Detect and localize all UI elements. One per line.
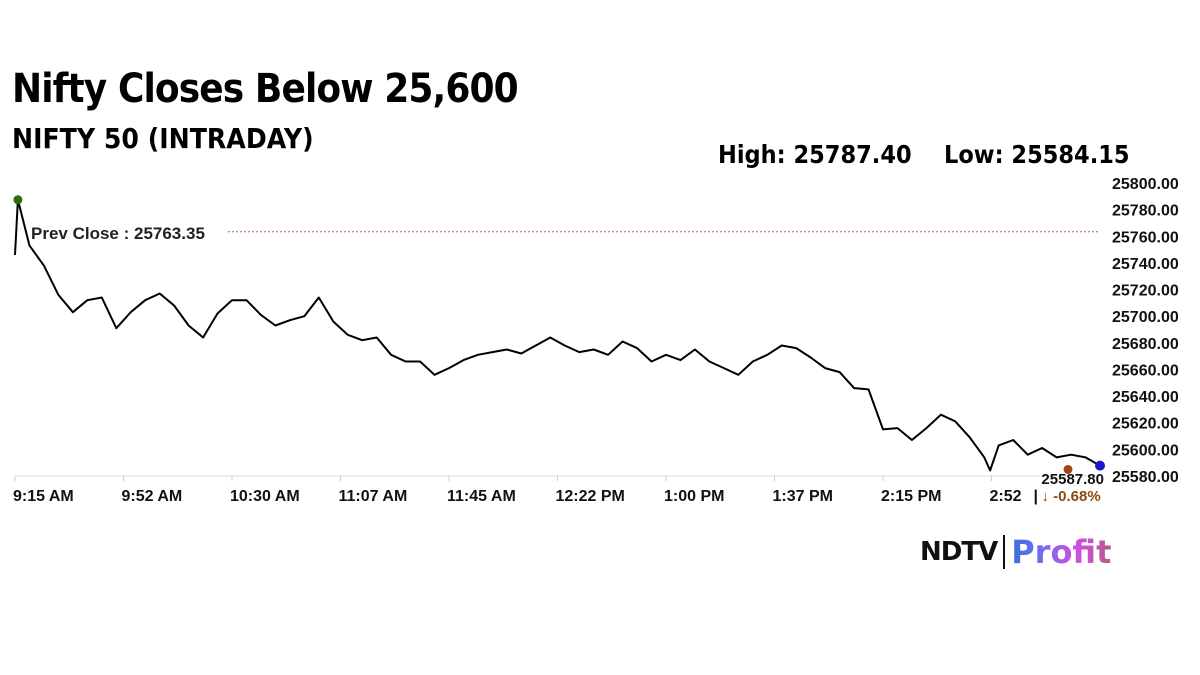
y-tick-label: 25760.00 <box>1112 229 1179 246</box>
x-tick-label: 11:07 AM <box>339 488 408 505</box>
x-tick-label: 1:37 PM <box>773 488 833 505</box>
low-marker <box>1063 464 1073 474</box>
price-line <box>14 198 1101 472</box>
ndtv-profit-logo: NDTV Profit <box>920 533 1112 571</box>
tick-separator: | <box>1034 488 1038 505</box>
chart-subtitle: NIFTY 50 (INTRADAY) <box>12 122 314 155</box>
prev-close-label: Prev Close : 25763.35 <box>31 224 205 243</box>
close-value-label: 25587.80 <box>1041 471 1104 488</box>
x-tick-label: 10:30 AM <box>230 488 300 505</box>
x-tick-label: 1:00 PM <box>664 488 724 505</box>
y-tick-label: 25580.00 <box>1112 469 1179 486</box>
y-tick-label: 25640.00 <box>1112 389 1179 406</box>
x-tick-label: 11:45 AM <box>447 488 516 505</box>
y-tick-label: 25800.00 <box>1112 176 1179 193</box>
close-marker <box>1095 460 1105 471</box>
y-tick-label: 25600.00 <box>1112 442 1179 459</box>
y-tick-label: 25660.00 <box>1112 362 1179 379</box>
high-marker <box>13 195 23 205</box>
chart-title: Nifty Closes Below 25,600 <box>12 66 519 112</box>
x-tick-label: 9:15 AM <box>13 488 74 505</box>
x-tick-label: 2:52 <box>990 488 1022 505</box>
y-tick-label: 25740.00 <box>1112 256 1179 273</box>
x-tick-label: 12:22 PM <box>556 488 625 505</box>
x-tick-label: 9:52 AM <box>122 488 183 505</box>
y-tick-label: 25680.00 <box>1112 336 1179 353</box>
low-label: Low: 25584.15 <box>944 140 1130 169</box>
y-tick-label: 25620.00 <box>1112 416 1179 433</box>
high-label: High: 25787.40 <box>718 140 912 169</box>
logo-ndtv: NDTV <box>920 537 998 567</box>
y-tick-label: 25700.00 <box>1112 309 1179 326</box>
x-tick-label: 2:15 PM <box>881 488 941 505</box>
y-tick-label: 25720.00 <box>1112 283 1179 300</box>
change-label: ↓ -0.68% <box>1042 488 1101 505</box>
y-tick-label: 25780.00 <box>1112 203 1179 220</box>
logo-divider <box>1003 535 1006 569</box>
logo-profit: Profit <box>1011 533 1112 571</box>
